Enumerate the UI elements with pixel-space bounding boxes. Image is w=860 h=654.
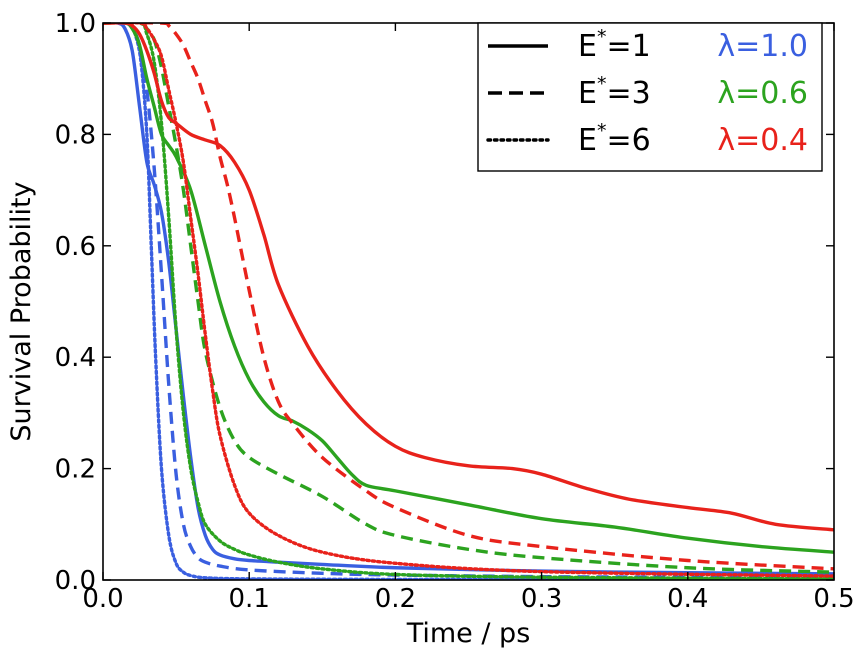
y-axis-title: Survival Probability	[6, 181, 37, 441]
x-tick-label: 0.2	[375, 584, 416, 614]
legend: E*=1 E*=3 E*=6 λ=1.0 λ=0.6 λ=0.4	[477, 22, 823, 172]
series-line-7	[103, 23, 834, 532]
y-tick-label: 0.0	[55, 566, 96, 596]
series-line-5	[103, 23, 834, 574]
legend-label-lambda: λ=0.4	[717, 123, 808, 158]
x-tick-label: 0.0	[82, 584, 123, 614]
x-axis-title: Time / ps	[406, 618, 531, 649]
y-tick-label: 0.8	[55, 120, 96, 150]
series-line-9	[103, 23, 834, 578]
x-tick-label: 0.1	[229, 584, 270, 614]
plot-frame	[102, 22, 835, 581]
y-tick-label: 0.6	[55, 232, 96, 262]
legend-label-lambda: λ=0.6	[717, 76, 808, 111]
y-tick-label: 0.2	[55, 455, 96, 485]
y-tick-label: 1.0	[55, 9, 96, 39]
y-tick-label: 0.4	[55, 343, 96, 373]
series-line-4	[103, 23, 834, 554]
x-tick-label: 0.3	[521, 584, 562, 614]
legend-label-energy: E*=6	[578, 120, 651, 158]
legend-label-energy: E*=3	[578, 73, 651, 111]
axes-layer: 0.0 0.1 0.2 0.3 0.4 0.5 0.0 0.2 0.4 0.6 0.8 1.0	[55, 9, 855, 614]
legend-label-lambda: λ=1.0	[717, 29, 808, 64]
series-line-8	[103, 23, 834, 571]
legend-label-energy: E*=1	[578, 26, 651, 64]
series-line-2	[103, 23, 834, 580]
series-line-1	[103, 23, 834, 576]
x-tick-label: 0.5	[813, 584, 854, 614]
x-tick-label: 0.4	[667, 584, 708, 614]
